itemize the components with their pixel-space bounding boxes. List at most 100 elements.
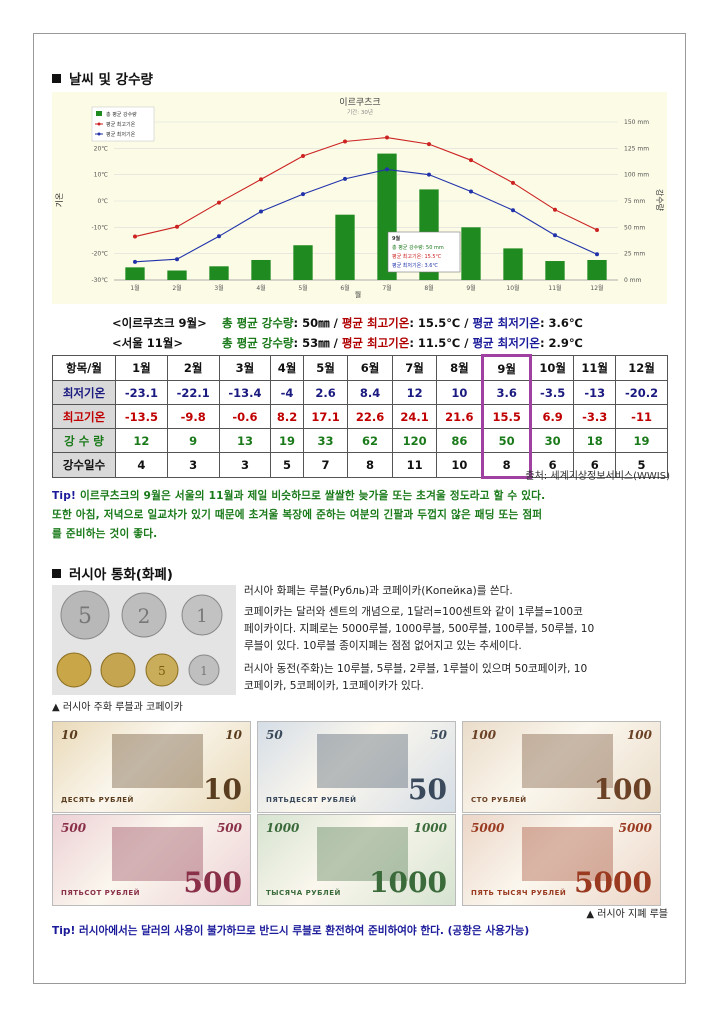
x-tick: 8월 (424, 284, 433, 292)
max-temp-point (427, 142, 431, 147)
table-cell: 8 (347, 452, 393, 478)
svg-text:1: 1 (196, 606, 207, 627)
y-right-tick: 25 mm (624, 251, 645, 258)
table-cell: -11 (615, 404, 668, 429)
table-cell: 8.2 (270, 404, 304, 429)
banknote-1000: 1000 1000 1000 ТЫСЯЧА РУБЛЕЙ (257, 814, 456, 906)
x-tick: 11월 (548, 284, 561, 292)
y-right-tick: 125 mm (624, 145, 649, 152)
y-right-tick: 50 mm (624, 224, 645, 231)
table-cell: 6 (529, 452, 575, 478)
rain-bar (587, 259, 607, 280)
table-cell: -13.5 (115, 404, 168, 429)
table-cell: 2.6 (302, 380, 349, 405)
min-temp-point (595, 252, 599, 257)
rain-bar (125, 267, 145, 280)
y-left-tick: 20℃ (94, 145, 109, 152)
table-cell: 7 (302, 452, 349, 478)
banknote-corner-value: 500 (61, 821, 87, 835)
row-label-cell: 최저기온 (52, 380, 116, 405)
y-right-tick: 0 mm (624, 277, 642, 284)
table-cell: 62 (347, 428, 393, 453)
table-cell: 12 (115, 428, 168, 453)
banknote-engraving (317, 827, 408, 881)
table-row: 최저기온 -23.1 -22.1 -13.4 -4 2.6 8.4 12 10 3.6 -3.5 -1… (52, 380, 668, 405)
x-tick: 5월 (298, 284, 307, 292)
table-cell: 21.6 (436, 404, 484, 429)
currency-p3: 러시아 동전(주화)는 10루블, 5루블, 2루블, 1루블이 있으며 50코… (244, 663, 588, 692)
table-cell: 86 (436, 428, 484, 453)
y-left-tick: -10℃ (91, 224, 108, 231)
banknote-engraving (317, 734, 408, 788)
table-cell: 5월 (302, 355, 349, 381)
min-temp-line (134, 168, 598, 263)
table-cell: 4월 (270, 355, 304, 381)
banknote-corner-value: 50 (266, 728, 283, 742)
table-cell: 15.5 (481, 404, 532, 429)
legend-min: 평균 최저기온 (106, 131, 136, 138)
table-cell: -23.1 (115, 380, 168, 405)
chart-title: 이르쿠츠크 (339, 97, 380, 108)
banknote-engraving (522, 827, 613, 881)
table-cell: 13 (218, 428, 272, 453)
banknote-corner-value: 10 (225, 728, 242, 742)
banknote-engraving (112, 734, 203, 788)
table-cell: 5 (615, 452, 668, 478)
tooltip-max: 평균 최고기온: 15.5℃ (392, 253, 442, 260)
banknote-text: ПЯТЬСОТ РУБЛЕЙ (61, 889, 140, 897)
table-cell: -13.4 (218, 380, 272, 405)
x-axis-label: 월 (355, 290, 361, 299)
max-temp-point (175, 224, 179, 229)
banknote-10: 10 10 10 ДЕСЯТЬ РУБЛЕЙ (52, 721, 251, 813)
rain-bar (335, 214, 355, 280)
table-cell: -0.6 (218, 404, 272, 429)
banknote-corner-value: 100 (471, 728, 497, 742)
legend-min-marker (97, 132, 101, 136)
max-temp-point (217, 200, 221, 205)
y-left-axis-label: 기온 (55, 193, 64, 208)
tooltip-title: 9월 (392, 235, 400, 242)
rain-bar (209, 266, 229, 280)
banknote-text: ДЕСЯТЬ РУБЛЕЙ (61, 796, 134, 804)
table-header-row: 항목/월 1월 2월 3월 4월 5월 6월 7월 8월 9월 10월 11월 12월 (52, 354, 668, 381)
table-cell: 50 (481, 428, 532, 453)
max-temp-line (134, 136, 598, 238)
banknote-corner-value: 1000 (266, 821, 300, 835)
y-left-tick: 0℃ (97, 198, 108, 205)
table-source: 출처: 세계기상정보서비스(WWIS) (525, 471, 670, 482)
chart-legend: 총 평균 강수량 평균 최고기온 평균 최저기온 (91, 106, 155, 142)
banknote-500: 500 500 500 ПЯТЬСОТ РУБЛЕЙ (52, 814, 251, 906)
bill-caption: ▲ 러시아 지폐 루블 (586, 909, 668, 920)
table-cell: 12 (391, 380, 438, 405)
table-cell: 120 (391, 428, 438, 453)
legend-rain: 총 평균 강수량 (106, 111, 137, 118)
y-right-tick: 75 mm (624, 198, 645, 205)
banknote-text: ПЯТЬДЕСЯТ РУБЛЕЙ (266, 796, 357, 804)
table-cell: -3.5 (529, 380, 575, 405)
tooltip-rain: 총 평균 강수량: 50 mm (392, 244, 444, 251)
table-cell: 3 (218, 452, 272, 478)
table-cell: 6.9 (529, 404, 575, 429)
x-tick: 1월 (130, 284, 139, 292)
x-tick: 7월 (382, 284, 391, 292)
table-cell: 11월 (573, 355, 617, 381)
rain-bar (167, 270, 187, 280)
table-row: 강 수 량 12 9 13 19 33 62 120 86 50 30 18 19 (52, 428, 668, 453)
banknote-value: 50 (408, 773, 447, 806)
table-cell: 1월 (115, 355, 168, 381)
banknote-text: ТЫСЯЧА РУБЛЕЙ (266, 889, 341, 897)
rain-bar (503, 248, 523, 280)
max-temp-point (511, 180, 515, 185)
legend-rain-swatch (96, 111, 102, 116)
table-cell: 10 (436, 380, 484, 405)
currency-p1: 러시아 화폐는 루블(Рубль)과 코페이카(Копейка)를 쓴다. (244, 585, 513, 597)
banknote-corner-value: 500 (216, 821, 242, 835)
table-cell: 6월 (347, 355, 393, 381)
min-temp-point (427, 172, 431, 177)
x-tick: 2월 (172, 284, 181, 292)
y-right-axis-label: 강수량 (655, 189, 665, 212)
currency-section-title: 러시아 통화(화폐) (52, 563, 173, 583)
banknote-corner-value: 50 (430, 728, 447, 742)
tooltip-min: 평균 최저기온: 3.6℃ (392, 262, 438, 269)
